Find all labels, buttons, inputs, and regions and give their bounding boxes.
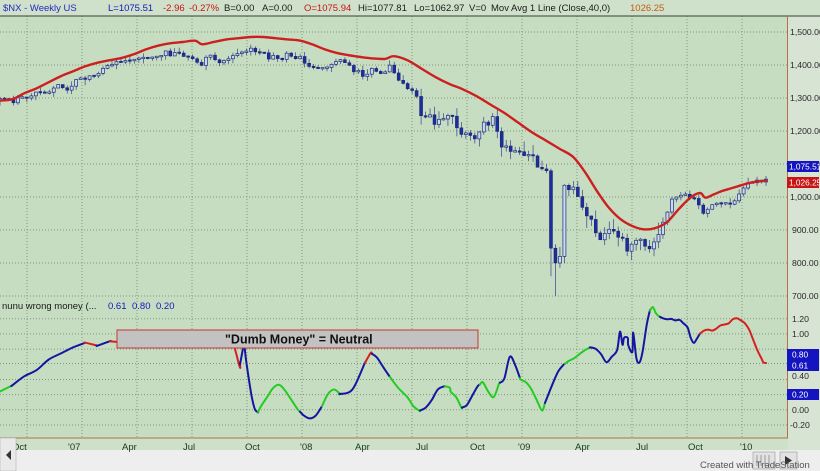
svg-text:Oct: Oct (245, 442, 260, 453)
svg-text:0.20: 0.20 (792, 389, 809, 399)
svg-text:1,000.00: 1,000.00 (790, 192, 820, 202)
svg-text:1026.25: 1026.25 (630, 3, 664, 14)
svg-text:0.00: 0.00 (792, 405, 809, 415)
svg-text:Apr: Apr (122, 442, 137, 453)
svg-text:700.00: 700.00 (792, 291, 819, 301)
svg-text:Apr: Apr (355, 442, 370, 453)
svg-text:Hi=1077.81: Hi=1077.81 (358, 3, 407, 14)
svg-text:O=1075.94: O=1075.94 (304, 3, 351, 14)
svg-text:0.61: 0.61 (792, 360, 809, 370)
svg-text:"Dumb Money" = Neutral: "Dumb Money" = Neutral (225, 332, 373, 346)
svg-text:0.61: 0.61 (108, 301, 127, 312)
svg-text:Oct: Oct (688, 442, 703, 453)
svg-text:'08: '08 (300, 442, 312, 453)
svg-text:0.40: 0.40 (792, 371, 809, 381)
svg-text:A=0.00: A=0.00 (262, 3, 292, 14)
svg-text:800.00: 800.00 (792, 258, 819, 268)
svg-text:-0.27%: -0.27% (189, 3, 220, 14)
svg-text:'07: '07 (68, 442, 80, 453)
svg-text:-0.20: -0.20 (790, 420, 810, 430)
svg-text:1,075.51: 1,075.51 (789, 161, 820, 171)
svg-text:Jul: Jul (416, 442, 428, 453)
svg-text:1,026.25: 1,026.25 (789, 177, 820, 187)
svg-text:Mov Avg 1 Line (Close,40,0): Mov Avg 1 Line (Close,40,0) (491, 3, 610, 14)
svg-text:1.00: 1.00 (792, 329, 809, 339)
svg-text:Apr: Apr (575, 442, 590, 453)
svg-text:B=0.00: B=0.00 (224, 3, 254, 14)
svg-text:1,500.00: 1,500.00 (790, 27, 820, 37)
svg-text:900.00: 900.00 (792, 225, 819, 235)
svg-text:1,400.00: 1,400.00 (790, 60, 820, 70)
svg-text:$NX - Weekly US: $NX - Weekly US (3, 3, 77, 14)
svg-text:nunu wrong money (...: nunu wrong money (... (2, 301, 97, 312)
svg-text:1.20: 1.20 (792, 314, 809, 324)
svg-text:'09: '09 (518, 442, 530, 453)
svg-text:Oct: Oct (470, 442, 485, 453)
svg-text:Created with TradeStation: Created with TradeStation (700, 460, 810, 471)
svg-text:1,300.00: 1,300.00 (790, 93, 820, 103)
svg-text:Lo=1062.97: Lo=1062.97 (414, 3, 464, 14)
svg-text:0.80: 0.80 (132, 301, 151, 312)
svg-text:-2.96: -2.96 (163, 3, 185, 14)
svg-text:Jul: Jul (183, 442, 195, 453)
svg-text:0.80: 0.80 (792, 349, 809, 359)
svg-text:0.20: 0.20 (156, 301, 175, 312)
svg-text:L=1075.51: L=1075.51 (108, 3, 153, 14)
svg-text:Jul: Jul (636, 442, 648, 453)
svg-text:'10: '10 (740, 442, 752, 453)
svg-text:V=0: V=0 (469, 3, 486, 14)
svg-text:1,200.00: 1,200.00 (790, 126, 820, 136)
